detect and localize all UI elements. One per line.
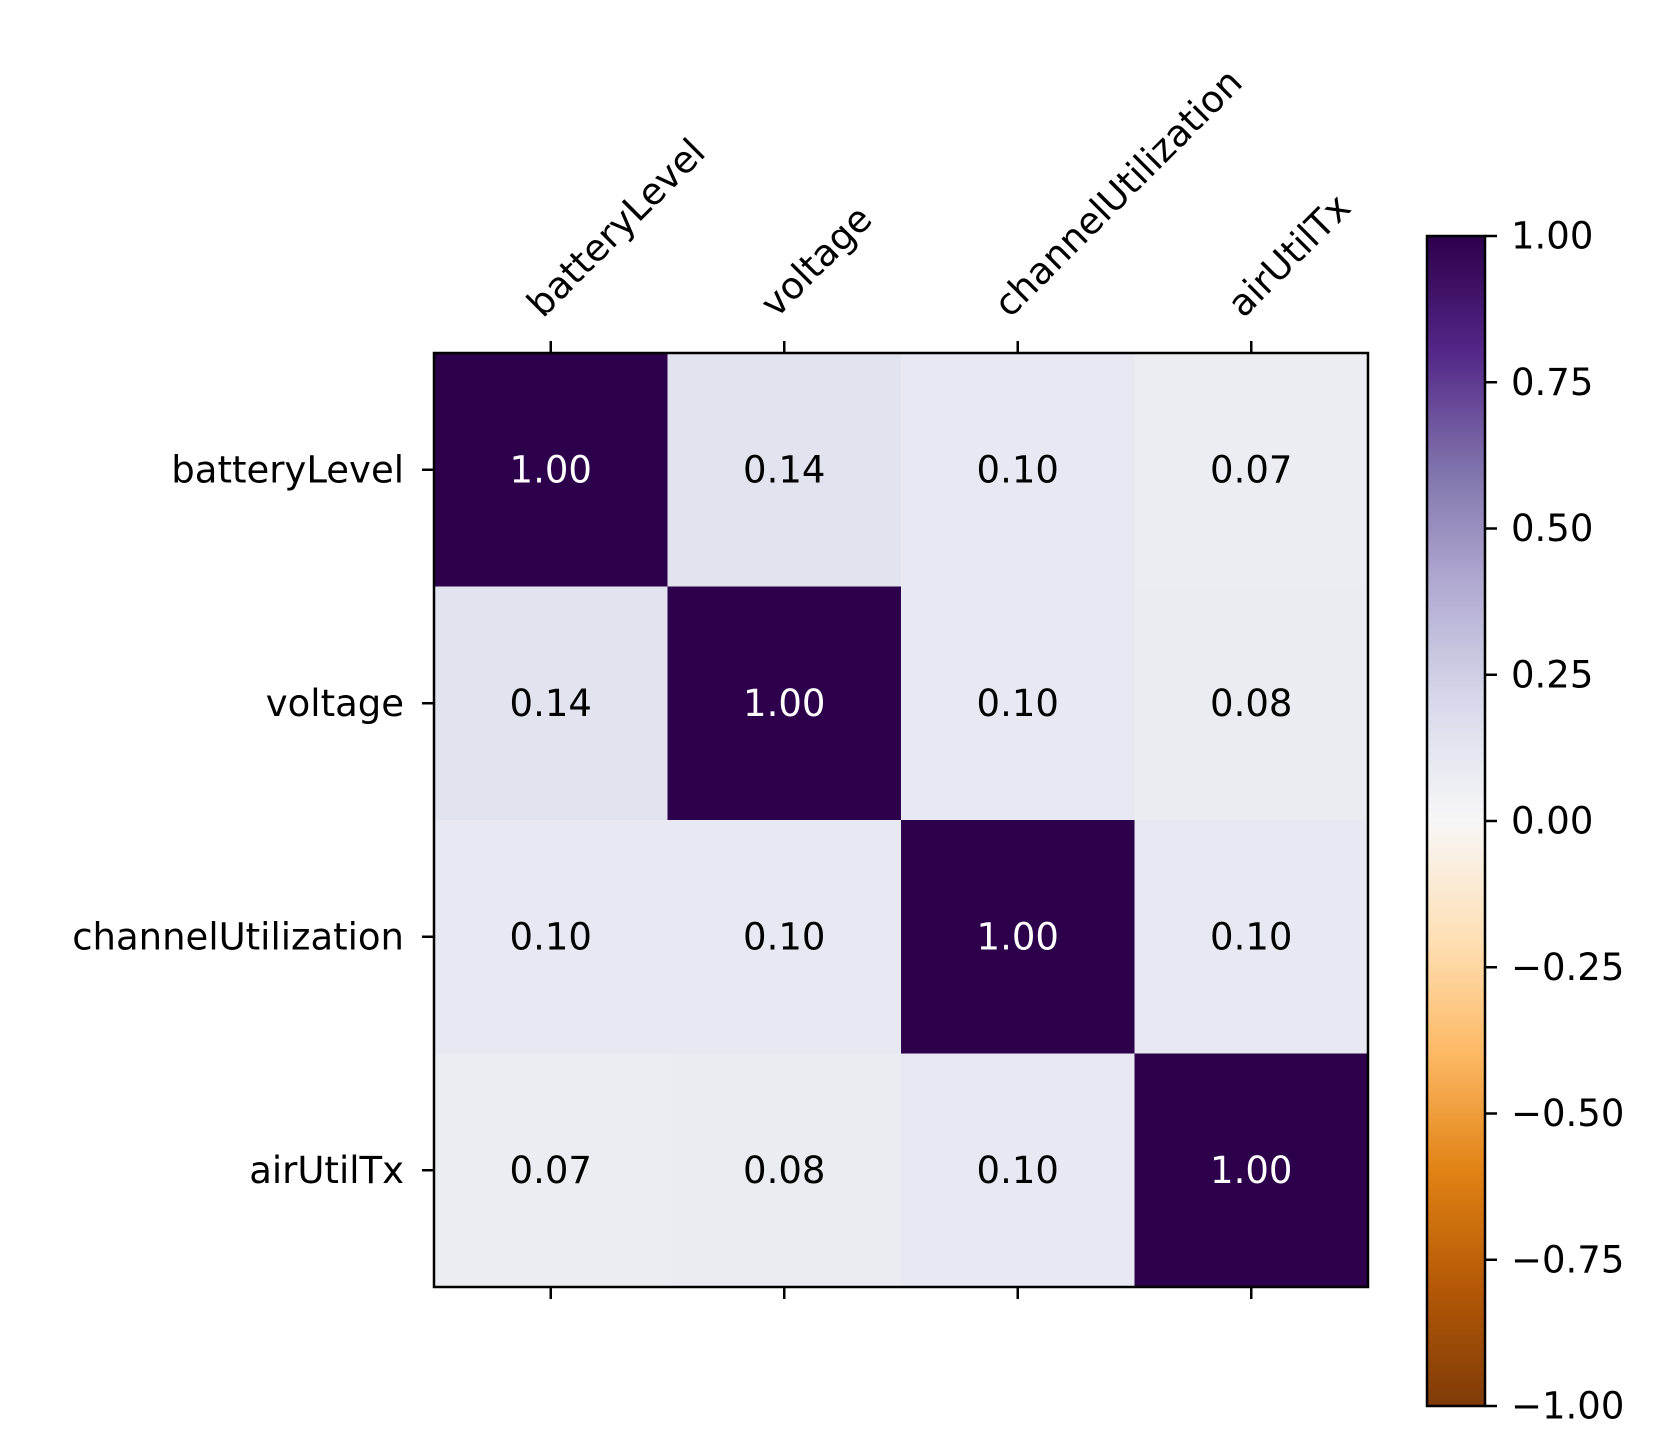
x-tick-label-battery-level: batteryLevel <box>519 130 714 325</box>
cell-value-label: 0.07 <box>510 1149 592 1192</box>
y-tick-label-channel-utilization: channelUtilization <box>72 915 404 958</box>
cell-value-label: 1.00 <box>743 682 825 725</box>
heatmap-cells <box>434 353 1369 1288</box>
cell-value-label: 1.00 <box>977 915 1059 958</box>
cell-value-label: 0.10 <box>1210 915 1292 958</box>
colorbar-tick-label: 1.00 <box>1511 215 1593 258</box>
heatmap-cell-air-util-tx-battery-level <box>434 1053 669 1288</box>
cell-value-label: 0.07 <box>1210 448 1292 491</box>
x-tick-label-voltage: voltage <box>752 197 880 325</box>
heatmap-cell-battery-level-voltage <box>667 353 902 588</box>
cell-value-label: 0.14 <box>743 448 825 491</box>
cell-value-label: 0.10 <box>977 1149 1059 1192</box>
heatmap-cell-battery-level-channel-utilization <box>901 353 1136 588</box>
colorbar-gradient <box>1427 236 1485 1406</box>
cell-value-label: 0.08 <box>743 1149 825 1192</box>
heatmap-cell-channel-utilization-air-util-tx <box>1134 820 1369 1055</box>
heatmap-cell-voltage-battery-level <box>434 586 669 821</box>
cell-value-label: 0.10 <box>977 448 1059 491</box>
colorbar-tick-label: 0.25 <box>1511 653 1593 696</box>
x-tick-label-channel-utilization: channelUtilization <box>986 60 1251 325</box>
heatmap-cell-channel-utilization-battery-level <box>434 820 669 1055</box>
colorbar-tick-label: 0.00 <box>1511 800 1593 843</box>
colorbar-tick-label: 0.75 <box>1511 361 1593 404</box>
x-tick-label-air-util-tx: airUtilTx <box>1219 185 1359 325</box>
heatmap-cell-air-util-tx-air-util-tx <box>1134 1053 1369 1288</box>
heatmap-cell-air-util-tx-voltage <box>667 1053 902 1288</box>
colorbar-tick-label: −1.00 <box>1511 1385 1624 1428</box>
heatmap-cell-voltage-air-util-tx <box>1134 586 1369 821</box>
cell-value-label: 1.00 <box>1210 1149 1292 1192</box>
cell-value-label: 0.10 <box>743 915 825 958</box>
y-tick-label-air-util-tx: airUtilTx <box>249 1149 404 1192</box>
heatmap-cell-channel-utilization-voltage <box>667 820 902 1055</box>
plot-frame <box>432 351 1370 1289</box>
heatmap-cell-air-util-tx-channel-utilization <box>901 1053 1136 1288</box>
colorbar-tick-label: −0.25 <box>1511 946 1624 989</box>
colorbar: 1.00 0.75 0.50 0.25 0.00 −0.25 −0.50 −0.75 −1.00 <box>1425 215 1624 1428</box>
cell-annotations: 1.00 0.14 0.10 0.07 0.14 1.00 0.10 0.08 0.10 0.10… <box>510 448 1293 1192</box>
cell-value-label: 0.08 <box>1210 682 1292 725</box>
heatmap-cell-battery-level-air-util-tx <box>1134 353 1369 588</box>
heatmap-cell-channel-utilization-channel-utilization <box>901 820 1136 1055</box>
cell-value-label: 1.00 <box>510 448 592 491</box>
heatmap-cell-battery-level-battery-level <box>434 353 669 588</box>
cell-value-label: 0.14 <box>510 682 592 725</box>
y-axis: batteryLevel voltage channelUtilization air… <box>72 448 434 1192</box>
colorbar-tick-label: −0.75 <box>1511 1238 1624 1281</box>
colorbar-tick-label: −0.50 <box>1511 1092 1624 1135</box>
cell-value-label: 0.10 <box>510 915 592 958</box>
colorbar-tick-label: 0.50 <box>1511 507 1593 550</box>
y-tick-label-battery-level: batteryLevel <box>171 448 404 491</box>
cell-value-label: 0.10 <box>977 682 1059 725</box>
heatmap-cell-voltage-voltage <box>667 586 902 821</box>
y-tick-label-voltage: voltage <box>266 682 404 725</box>
heatmap-cell-voltage-channel-utilization <box>901 586 1136 821</box>
